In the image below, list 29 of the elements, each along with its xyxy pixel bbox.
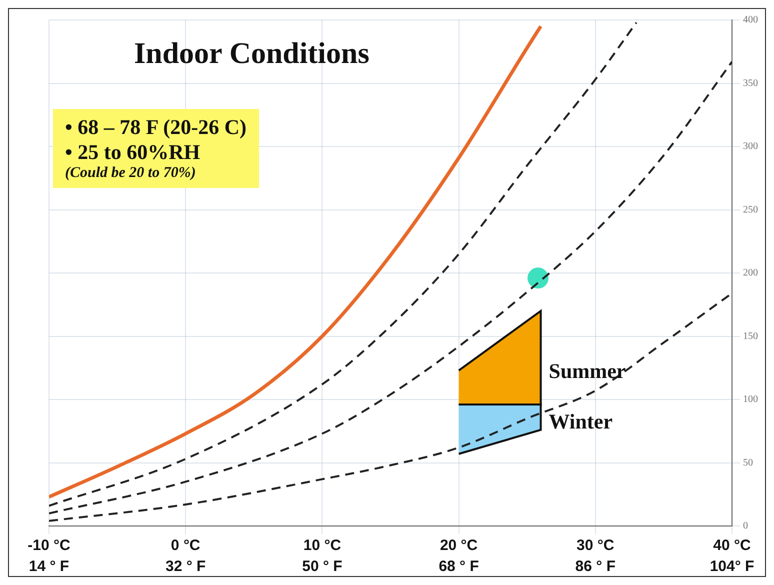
y-tick-label: 50 <box>743 457 753 468</box>
y-tick-label: 250 <box>743 204 758 216</box>
x-tick-label: 0 °C <box>170 537 200 554</box>
y-tick-label: 200 <box>743 268 758 279</box>
text: Indoor Conditions <box>134 37 370 71</box>
x2-tick-label: 68 ° F <box>438 558 479 576</box>
x2-tick-label: 14 ° F <box>28 558 70 576</box>
annotation: • 68 – 78 F (20-26 C) <box>65 115 247 140</box>
x-tick-label: 20 °C <box>440 537 478 554</box>
y-tick-label: 300 <box>743 141 758 152</box>
y-tick-label: 350 <box>743 78 758 89</box>
x2-tick-label: 50 ° F <box>302 558 342 576</box>
y-tick-label: 150 <box>743 330 758 342</box>
x-tick-label: 30 °C <box>576 537 614 554</box>
x-tick-label: -10 °C <box>28 537 70 554</box>
series-label: Summer <box>548 359 626 384</box>
x2-tick-label: 32 ° F <box>166 558 206 576</box>
x-tick-label: 40 °C <box>713 537 752 554</box>
x2-tick-label: 104° F <box>710 558 754 576</box>
y-tick-label: 400 <box>743 14 758 26</box>
line-series <box>49 22 638 507</box>
x2-tick-label: 86 ° F <box>575 558 616 576</box>
x-tick-label: 10 °C <box>303 537 342 554</box>
annotation: (Could be 20 to 70%) <box>65 165 197 182</box>
y-tick-label: 0 <box>743 520 748 532</box>
y-tick-label: 100 <box>743 394 758 406</box>
line-series <box>49 24 543 499</box>
annotation: • 25 to 60%RH <box>65 140 202 165</box>
series-label: Winter <box>548 410 613 434</box>
